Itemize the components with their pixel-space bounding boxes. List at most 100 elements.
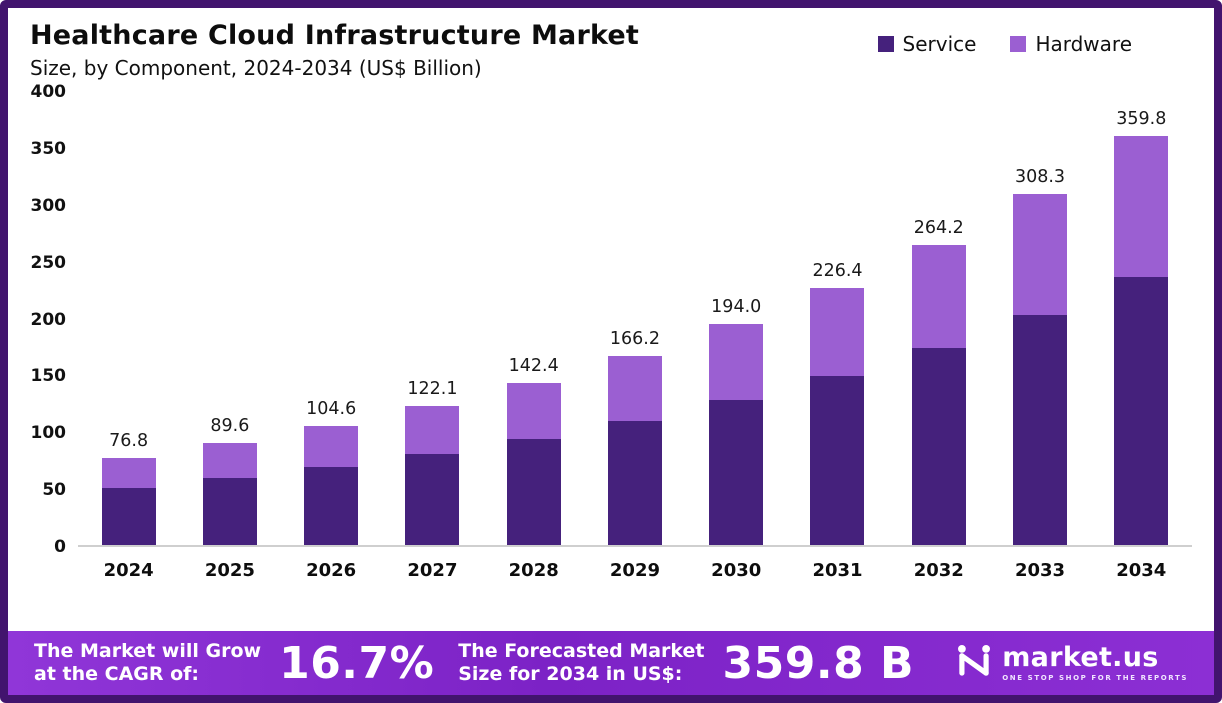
bar-segment-hardware xyxy=(202,443,257,479)
bar-column-2030: 194.0 xyxy=(686,297,787,545)
forecast-label-line2: Size for 2034 in US$: xyxy=(458,663,683,685)
bar-column-2031: 226.4 xyxy=(787,261,888,545)
bar-total-label: 104.6 xyxy=(306,399,357,420)
forecast-label-line1: The Forecasted Market xyxy=(458,640,705,663)
bar-segment-service xyxy=(304,467,359,545)
bar-total-label: 308.3 xyxy=(1014,167,1066,188)
stacked-bar xyxy=(1114,135,1169,545)
stacked-bar xyxy=(506,383,561,545)
x-axis-label: 2027 xyxy=(407,560,458,581)
legend-label: Hardware xyxy=(1035,32,1132,56)
legend-label: Service xyxy=(902,32,977,56)
x-axis-label: 2029 xyxy=(609,560,661,581)
x-axis-label: 2024 xyxy=(103,560,154,581)
y-axis-tick-label: 300 xyxy=(30,195,67,216)
bar-segment-hardware xyxy=(101,457,156,488)
stacked-bar xyxy=(202,443,257,545)
marketus-logo-icon xyxy=(955,642,993,684)
stacked-bar xyxy=(709,324,764,545)
y-axis-tick-label: 0 xyxy=(54,537,66,557)
cagr-label-line2: at the CAGR of: xyxy=(34,663,200,685)
bar-segment-service xyxy=(202,478,257,545)
bar-column-2032: 264.2 xyxy=(888,218,989,545)
title-block: Healthcare Cloud Infrastructure Market S… xyxy=(30,20,639,80)
bar-segment-hardware xyxy=(810,287,865,377)
chart-area: Healthcare Cloud Infrastructure Market S… xyxy=(8,8,1214,631)
x-axis: 2024 2025 2026 2027 2028 2029 2030 2031 2032 2033… xyxy=(78,547,1192,581)
bar-segment-service xyxy=(1114,276,1169,545)
y-axis-tick-label: 200 xyxy=(30,309,67,330)
x-axis-label: 2033 xyxy=(1014,560,1066,581)
bar-segment-service xyxy=(101,487,156,545)
x-axis-label: 2025 xyxy=(204,560,255,581)
bar-column-2034: 359.8 xyxy=(1091,109,1192,545)
bar-segment-service xyxy=(506,438,561,545)
logo-name: market.us xyxy=(1002,642,1159,673)
bar-total-label: 359.8 xyxy=(1116,108,1167,129)
bar-segment-hardware xyxy=(709,324,764,401)
y-axis-tick-label: 100 xyxy=(30,423,67,444)
bar-column-2024: 76.8 xyxy=(78,431,179,545)
bar-column-2026: 104.6 xyxy=(281,399,382,545)
stacked-bar xyxy=(101,457,156,545)
bar-segment-hardware xyxy=(506,383,561,439)
bar-segment-service xyxy=(607,421,662,545)
bar-column-2033: 308.3 xyxy=(989,167,1090,545)
bar-total-label: 122.1 xyxy=(407,379,458,400)
logo-text-block: market.us One Stop Shop for the Reports xyxy=(1002,644,1188,682)
bar-segment-hardware xyxy=(405,406,460,454)
stacked-bar xyxy=(304,426,359,545)
legend: Service Hardware xyxy=(877,32,1132,56)
marketus-logo: market.us One Stop Shop for the Reports xyxy=(955,642,1188,684)
y-axis-tick-label: 150 xyxy=(30,366,67,387)
bar-column-2025: 89.6 xyxy=(179,416,280,545)
stacked-bar xyxy=(405,406,460,545)
chart-title: Healthcare Cloud Infrastructure Market xyxy=(30,20,640,51)
legend-swatch-hardware xyxy=(1010,36,1027,52)
bar-segment-service xyxy=(810,376,865,545)
plot-area: 0 50 100 150 200 250 300 350 400 76.8 89.6 104.6 12… xyxy=(22,82,1192,631)
cagr-value: 16.7% xyxy=(279,637,435,689)
bar-segment-service xyxy=(911,348,966,545)
bottom-banner: The Market will Grow at the CAGR of: 16.… xyxy=(8,631,1214,695)
x-axis-label: 2032 xyxy=(913,560,964,581)
bar-column-2027: 122.1 xyxy=(382,379,483,545)
bar-segment-hardware xyxy=(911,244,966,349)
x-axis-label: 2026 xyxy=(306,560,357,581)
bar-total-label: 194.0 xyxy=(711,297,762,318)
bar-segment-service xyxy=(1013,315,1068,545)
x-axis-label: 2031 xyxy=(812,560,863,581)
legend-swatch-service xyxy=(877,36,894,52)
stacked-bar xyxy=(810,287,865,545)
stacked-bar xyxy=(911,244,966,545)
bar-segment-hardware xyxy=(1013,194,1068,316)
bar-total-label: 89.6 xyxy=(210,416,250,437)
x-axis-label: 2028 xyxy=(508,560,559,581)
stacked-bar xyxy=(607,355,662,545)
bar-total-label: 76.8 xyxy=(109,430,149,451)
y-axis-tick-label: 50 xyxy=(42,480,66,501)
bar-total-label: 166.2 xyxy=(609,328,661,349)
bar-segment-hardware xyxy=(607,355,662,422)
legend-item-service: Service xyxy=(877,32,977,56)
y-axis-tick-label: 350 xyxy=(30,138,67,159)
bar-segment-service xyxy=(405,454,460,545)
logo-tagline: One Stop Shop for the Reports xyxy=(1002,674,1188,682)
bar-total-label: 142.4 xyxy=(508,356,559,377)
bars-container: 76.8 89.6 104.6 122.1 142.4 166.2 194.0 226.4 26… xyxy=(78,90,1192,547)
x-axis-label: 2034 xyxy=(1116,560,1167,581)
forecast-value: 359.8 B xyxy=(722,637,915,689)
cagr-label: The Market will Grow at the CAGR of: xyxy=(34,640,261,686)
chart-subtitle: Size, by Component, 2024-2034 (US$ Billi… xyxy=(30,56,482,80)
x-axis-label: 2030 xyxy=(711,560,762,581)
bar-segment-hardware xyxy=(1114,135,1169,277)
bar-column-2029: 166.2 xyxy=(584,329,685,545)
y-axis-tick-label: 400 xyxy=(30,82,67,102)
bar-segment-hardware xyxy=(304,426,359,468)
bar-total-label: 264.2 xyxy=(913,217,964,238)
bar-column-2028: 142.4 xyxy=(483,356,584,545)
forecast-label: The Forecasted Market Size for 2034 in U… xyxy=(458,640,704,686)
bar-total-label: 226.4 xyxy=(812,260,863,281)
y-axis: 0 50 100 150 200 250 300 350 400 xyxy=(22,82,78,557)
